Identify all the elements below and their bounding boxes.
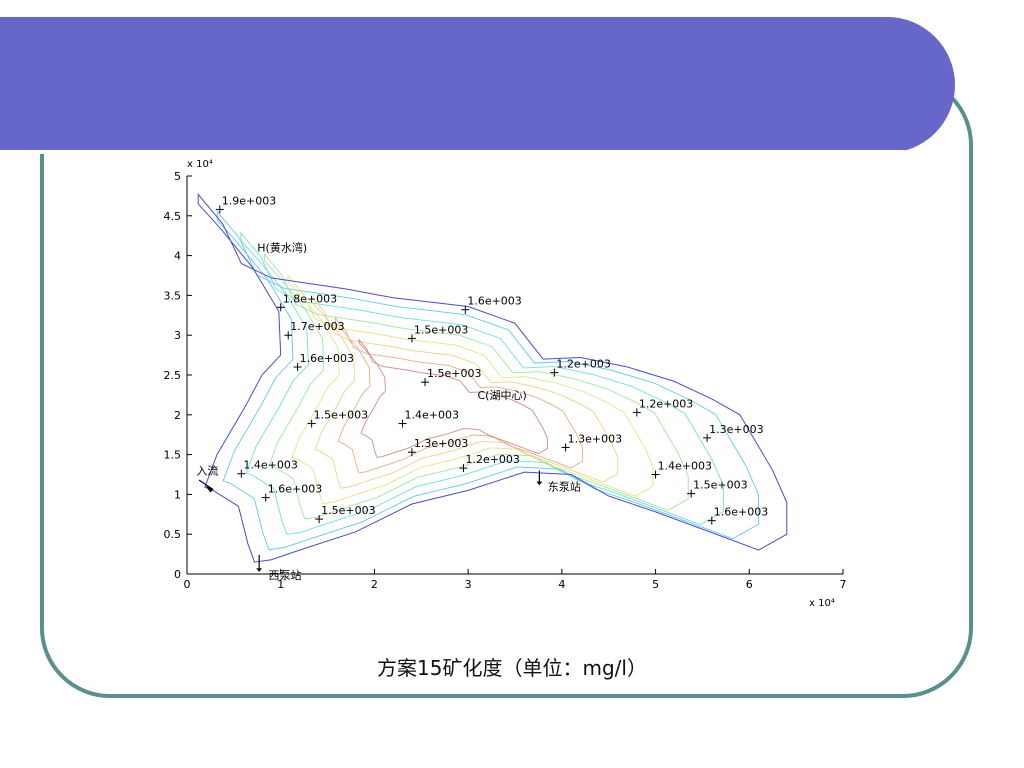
x-exponent-label: x 10⁴ xyxy=(809,598,835,609)
figure-caption: 方案15矿化度（单位：mg/l） xyxy=(377,656,647,680)
contour-value-label: 1.6e+003 xyxy=(300,352,354,365)
inflow-arrow xyxy=(198,479,214,491)
x-tick-label: 1 xyxy=(277,578,284,591)
y-tick-label: 2.5 xyxy=(164,369,182,382)
axes: 0 1 2 3 4 5 6 7 0 0.5 1 1.5 2 2.5 3 3.5 4 4.5 5 x 10⁴ x 10⁴ xyxy=(164,159,847,609)
contour-value-label: 1.2e+003 xyxy=(465,453,519,466)
x-tick-label: 4 xyxy=(558,578,565,591)
contour-value-label: 1.5e+003 xyxy=(321,504,375,517)
annotation-markers: 1.9e+003 1.8e+003 1.7e+003 1.6e+003 1.6e+003… xyxy=(196,194,768,581)
place-label: 东泵站 xyxy=(548,479,581,493)
inflow-arrow-head xyxy=(205,485,214,493)
contour-value-label: 1.6e+003 xyxy=(714,506,768,519)
contour-value-label: 1.3e+003 xyxy=(709,423,763,436)
contour-value-label: 1.5e+003 xyxy=(693,479,747,492)
y-tick-label: 0.5 xyxy=(164,528,182,541)
contour-value-label: 1.2e+003 xyxy=(639,397,693,410)
x-tick-label: 7 xyxy=(840,578,847,591)
y-tick-label: 1.5 xyxy=(164,449,182,462)
place-label: 入流 xyxy=(196,464,218,478)
y-tick-label: 3 xyxy=(174,329,181,342)
x-tick-label: 3 xyxy=(465,578,472,591)
lake-boundary xyxy=(197,192,788,563)
contour-value-label: 1.6e+003 xyxy=(467,295,521,308)
title-rule xyxy=(0,150,905,154)
contour-value-label: 1.3e+003 xyxy=(568,432,622,445)
x-tick-label: 6 xyxy=(746,578,753,591)
contour-value-label: 1.7e+003 xyxy=(290,320,344,333)
contour-lines xyxy=(216,210,760,551)
y-tick-label: 1 xyxy=(174,488,181,501)
place-label: C(湖中心) xyxy=(478,389,527,402)
contour-line xyxy=(334,317,584,474)
contour-value-label: 1.5e+003 xyxy=(414,323,468,336)
y-tick-label: 5 xyxy=(174,170,181,183)
east-pump-arrow-head xyxy=(536,481,543,485)
contour-value-label: 1.5e+003 xyxy=(427,367,481,380)
x-tick-label: 0 xyxy=(184,578,191,591)
contour-value-label: 1.4e+003 xyxy=(405,409,459,422)
contour-line xyxy=(264,252,689,520)
contour-value-label: 1.4e+003 xyxy=(243,459,297,472)
contour-value-label: 1.3e+003 xyxy=(414,437,468,450)
x-tick-label: 5 xyxy=(652,578,659,591)
contour-value-label: 1.9e+003 xyxy=(222,194,276,207)
slide-frame xyxy=(40,75,973,698)
contour-value-label: 1.8e+003 xyxy=(283,292,337,305)
contour-value-label: 1.4e+003 xyxy=(658,460,712,473)
contour-line xyxy=(287,274,654,505)
y-tick-label: 4 xyxy=(174,250,181,263)
x-tick-label: 2 xyxy=(371,578,378,591)
contour-value-label: 1.2e+003 xyxy=(556,358,610,371)
contour-line xyxy=(358,338,548,458)
west-pump-arrow-head xyxy=(256,568,263,572)
place-label: H(黄水湾) xyxy=(257,241,307,255)
y-tick-label: 0 xyxy=(174,568,181,581)
contour-value-label: 1.6e+003 xyxy=(268,483,322,496)
contour-line xyxy=(216,210,760,551)
place-label: 西泵站 xyxy=(269,568,302,582)
y-tick-label: 3.5 xyxy=(164,289,182,302)
y-exponent-label: x 10⁴ xyxy=(187,159,213,170)
y-tick-label: 2 xyxy=(174,409,181,422)
title-bar xyxy=(0,17,955,154)
contour-line xyxy=(311,295,619,489)
contour-line xyxy=(240,231,724,535)
contour-value-label: 1.5e+003 xyxy=(314,409,368,422)
y-tick-label: 4.5 xyxy=(164,210,182,223)
